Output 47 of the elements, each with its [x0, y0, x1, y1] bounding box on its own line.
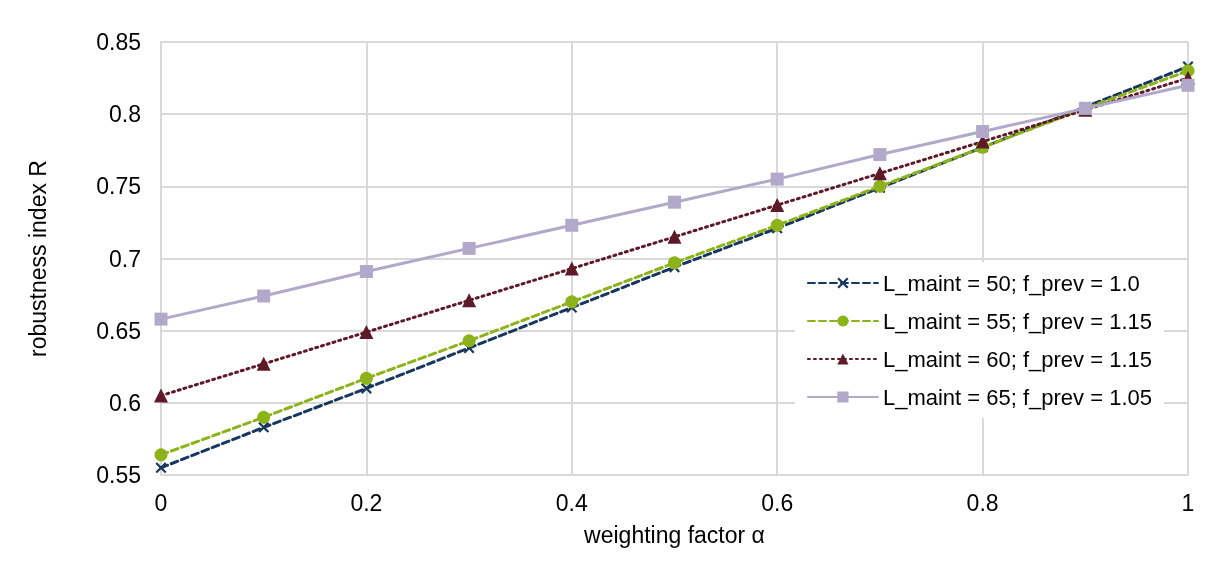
- point: [565, 218, 579, 232]
- point: [872, 166, 887, 181]
- point: [873, 148, 887, 162]
- point: [256, 356, 271, 371]
- x-tick-label: 0.8: [966, 489, 999, 516]
- point: [668, 256, 681, 270]
- y-tick-label: 0.55: [96, 462, 141, 488]
- point: [770, 172, 784, 186]
- point: [154, 448, 168, 462]
- point: [462, 241, 476, 255]
- x-tick-label: 0.2: [350, 489, 383, 516]
- point: [155, 462, 167, 474]
- x-tick-label: 1: [1181, 489, 1195, 516]
- legend-label: L_maint = 55; f_prev = 1.15: [882, 308, 1153, 334]
- point: [770, 198, 785, 213]
- point: [359, 264, 373, 278]
- x-tick-label: 0.4: [555, 489, 588, 516]
- point: [154, 388, 168, 403]
- point: [770, 218, 784, 232]
- y-axis-title: robustness index R: [24, 160, 51, 357]
- point: [258, 421, 270, 433]
- y-tick-label: 0.65: [96, 317, 141, 344]
- point: [667, 229, 682, 244]
- point: [1181, 78, 1195, 92]
- legend-label: L_maint = 60; f_prev = 1.15: [882, 346, 1153, 372]
- point: [668, 195, 681, 209]
- point: [257, 289, 271, 303]
- legend-label: L_maint = 50; f_prev = 1.0: [882, 270, 1140, 296]
- point: [360, 382, 372, 394]
- point: [359, 371, 373, 385]
- y-tick-label: 0.8: [109, 101, 141, 128]
- point: [462, 334, 476, 348]
- y-tick-label: 0.75: [96, 173, 141, 200]
- y-tick-label: 0.7: [109, 245, 141, 272]
- point: [154, 312, 168, 326]
- point: [257, 410, 271, 424]
- point: [976, 124, 990, 138]
- x-tick-label: 0.6: [761, 489, 794, 516]
- x-tick-label: 0: [154, 489, 168, 516]
- y-tick-label: 0.85: [96, 29, 141, 55]
- point: [564, 261, 579, 276]
- y-tick-label: 0.6: [109, 389, 141, 416]
- point: [565, 295, 579, 309]
- legend-label: L_maint = 65; f_prev = 1.05: [882, 384, 1153, 410]
- x-axis-title: weighting factor α: [583, 521, 765, 548]
- point: [462, 293, 477, 308]
- point: [359, 325, 374, 340]
